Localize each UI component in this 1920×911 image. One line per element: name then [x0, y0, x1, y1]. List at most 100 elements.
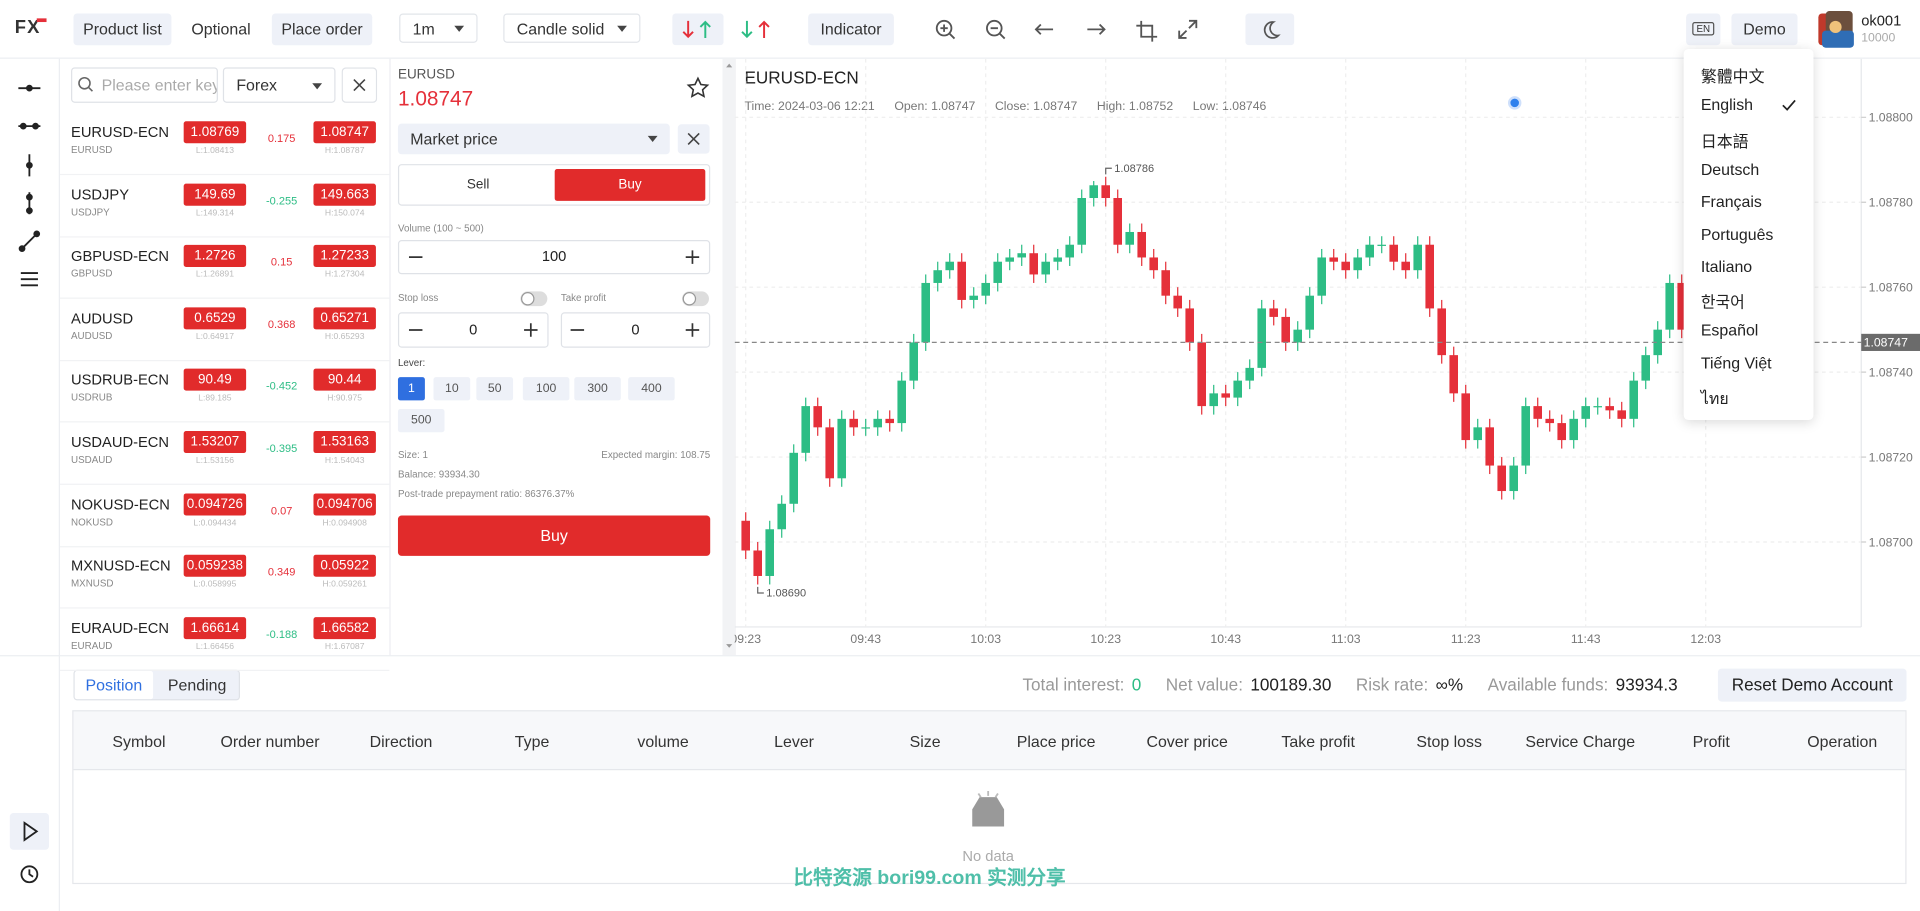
- stat: Risk rate: ∞%: [1356, 675, 1463, 695]
- language-option[interactable]: Español: [1684, 319, 1814, 343]
- close-order[interactable]: [677, 124, 710, 155]
- buy-tab[interactable]: Buy: [554, 168, 706, 201]
- vertical-segment-tool[interactable]: [26, 192, 33, 215]
- sell-price: 1.66614: [183, 616, 247, 639]
- horizontal-line-tool[interactable]: [18, 84, 41, 92]
- language-button[interactable]: EN: [1686, 13, 1721, 46]
- zoom-in[interactable]: [935, 19, 956, 40]
- take-profit: 0: [631, 320, 640, 338]
- stat-label: Available funds:: [1487, 674, 1609, 695]
- scroll-left[interactable]: [1034, 23, 1054, 35]
- product-row[interactable]: USDAUD-ECN USDAUD 1.53207 L:1.53156 -0.395 1.…: [60, 422, 390, 485]
- search-input[interactable]: Please enter key: [71, 67, 218, 103]
- order-type-select[interactable]: Market price: [397, 123, 670, 155]
- candle-body: [837, 418, 847, 479]
- lever-option[interactable]: 100: [522, 377, 570, 401]
- candle-body: [945, 261, 955, 271]
- history[interactable]: [20, 865, 39, 884]
- color-scheme-red-up[interactable]: [672, 13, 724, 46]
- candle-body: [1053, 257, 1063, 262]
- zoom-out[interactable]: [986, 19, 1006, 40]
- language-label: ไทย: [1700, 389, 1729, 408]
- language-option[interactable]: Português: [1684, 222, 1814, 246]
- info-item: High: 1.08752: [1096, 100, 1174, 114]
- day-low: L:0.64917: [195, 332, 234, 342]
- lever-option[interactable]: 400: [628, 377, 675, 401]
- candle-body: [1377, 244, 1387, 246]
- language-option[interactable]: Italiano: [1684, 254, 1814, 278]
- product-row[interactable]: EURUSD-ECN EURUSD 1.08769 L:1.08413 0.175 1.0…: [60, 113, 390, 176]
- tab[interactable]: Position: [74, 671, 154, 700]
- product-row[interactable]: MXNUSD-ECN MXNUSD 0.059238 L:0.058995 0.349 0…: [60, 546, 390, 609]
- theme-toggle[interactable]: [1245, 13, 1295, 46]
- nav-button[interactable]: Place order: [271, 13, 373, 46]
- stop-loss-switch[interactable]: [519, 290, 548, 307]
- increase[interactable]: [685, 323, 700, 337]
- indicator-button[interactable]: Indicator: [808, 13, 894, 46]
- candlestick-chart[interactable]: 1.08700 1.08720 1.08740 1.08760 1.08780 1.088…: [734, 58, 1920, 655]
- language-option[interactable]: ไทย: [1684, 383, 1814, 407]
- language-option[interactable]: Deutsch: [1684, 158, 1814, 182]
- x-tick-label: 10:43: [1210, 632, 1241, 646]
- language-option[interactable]: Tiếng Việt: [1684, 351, 1814, 375]
- clear-search[interactable]: [341, 67, 378, 103]
- take-profit-input[interactable]: [560, 312, 711, 348]
- color-scheme-green-up[interactable]: [731, 13, 782, 45]
- product-row[interactable]: USDJPY USDJPY 149.69 L:149.314 -0.255 149.663…: [60, 175, 390, 238]
- submit-order[interactable]: Buy: [397, 515, 711, 556]
- stop-loss-input[interactable]: [397, 312, 549, 348]
- lever-option[interactable]: 1: [397, 377, 425, 401]
- candle-body: [885, 418, 895, 424]
- play[interactable]: [23, 821, 39, 842]
- language-option[interactable]: 한국어: [1684, 287, 1814, 311]
- increase[interactable]: [685, 250, 700, 264]
- product-code: NOKUSD: [71, 516, 113, 528]
- empty-text: No data: [962, 847, 1014, 865]
- crop[interactable]: [1136, 20, 1158, 42]
- nav-button[interactable]: Optional: [191, 19, 251, 38]
- volume-input[interactable]: [397, 240, 711, 275]
- nav-button[interactable]: Product list: [73, 13, 172, 46]
- product-row[interactable]: AUDUSD AUDUSD 0.6529 L:0.64917 0.368 0.65271 H…: [60, 299, 390, 361]
- chart-style: Candle solid: [516, 19, 605, 38]
- product-row[interactable]: GBPUSD-ECN GBPUSD 1.2726 L:1.26891 0.15 1.272…: [60, 237, 390, 300]
- avatar[interactable]: [1815, 9, 1857, 51]
- candle-body: [1173, 295, 1183, 309]
- language-option[interactable]: 日本語: [1684, 126, 1814, 150]
- scroll-right[interactable]: [1087, 23, 1106, 35]
- menu-tool[interactable]: [20, 272, 38, 287]
- language-option[interactable]: 繁體中文: [1684, 61, 1814, 85]
- lever-option[interactable]: 50: [476, 377, 514, 401]
- style-select[interactable]: Candle solid: [503, 13, 641, 43]
- positions-table: [72, 710, 1907, 885]
- reset-demo-account[interactable]: Reset Demo Account: [1717, 668, 1907, 702]
- candle-body: [849, 418, 859, 428]
- product-row[interactable]: NOKUSD-ECN NOKUSD 0.094726 L:0.094434 0.07 0.…: [60, 484, 390, 547]
- tab[interactable]: Pending: [167, 675, 227, 695]
- lever-option[interactable]: 10: [433, 377, 471, 401]
- candle-body: [1473, 427, 1483, 441]
- sell-tab[interactable]: Sell: [466, 177, 490, 193]
- lever-option[interactable]: 500: [397, 408, 445, 433]
- take-profit-switch[interactable]: [681, 290, 710, 307]
- language-option[interactable]: English: [1684, 93, 1814, 117]
- interval-select[interactable]: 1m: [399, 13, 478, 43]
- trend-line-tool[interactable]: [18, 230, 41, 252]
- language-option[interactable]: Français: [1684, 190, 1814, 214]
- favorite[interactable]: [686, 76, 710, 100]
- product-code: GBPUSD: [71, 268, 113, 280]
- fullscreen[interactable]: [1178, 19, 1198, 39]
- vertical-line-tool[interactable]: [26, 154, 33, 177]
- account-mode[interactable]: Demo: [1731, 13, 1798, 46]
- splitter[interactable]: [722, 58, 736, 656]
- logo[interactable]: FX: [14, 17, 41, 38]
- lever-option[interactable]: 300: [574, 377, 621, 401]
- increase[interactable]: [524, 323, 538, 337]
- buy-price: 0.094706: [313, 492, 376, 516]
- candle-body: [1593, 406, 1603, 408]
- horizontal-ray-tool[interactable]: [18, 122, 41, 130]
- column-header: Profit: [1646, 711, 1777, 770]
- market-select[interactable]: Forex: [222, 67, 336, 103]
- product-row[interactable]: EURAUD-ECN EURAUD 1.66614 L:1.66456 -0.188 1.…: [60, 608, 390, 671]
- product-row[interactable]: USDRUB-ECN USDRUB 90.49 L:89.185 -0.452 90.44…: [60, 360, 390, 423]
